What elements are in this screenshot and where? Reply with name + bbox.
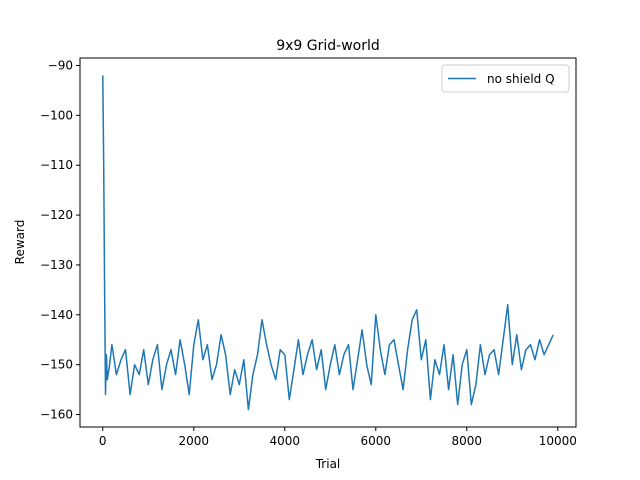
y-tick-label: −100 [40,108,73,122]
y-tick-label: −110 [40,158,73,172]
x-tick-label: 8000 [452,434,483,448]
y-axis-label: Reward [13,220,27,265]
series-line-no-shield-q [102,75,554,411]
x-tick-label: 10000 [539,434,577,448]
x-tick-label: 6000 [361,434,392,448]
y-tick-label: −150 [40,358,73,372]
x-axis-ticks: 0 2000 4000 6000 8000 10000 [99,427,577,448]
y-tick-label: −120 [40,208,73,222]
y-tick-label: −130 [40,258,73,272]
x-tick-label: 2000 [178,434,209,448]
y-tick-label: −140 [40,308,73,322]
x-tick-label: 4000 [269,434,300,448]
chart-title: 9x9 Grid-world [276,38,380,54]
y-tick-label: −90 [48,58,73,72]
plot-area [79,57,577,428]
y-tick-label: −160 [40,408,73,422]
legend: no shield Q [441,64,570,93]
x-tick-label: 0 [99,434,107,448]
y-axis-ticks: −90 −100 −110 −120 −130 −140 −150 −160 [40,58,80,422]
axes-frame [79,57,577,428]
legend-label-no-shield-q: no shield Q [487,72,555,86]
legend-box [441,64,570,93]
x-axis-label: Trial [315,457,341,471]
